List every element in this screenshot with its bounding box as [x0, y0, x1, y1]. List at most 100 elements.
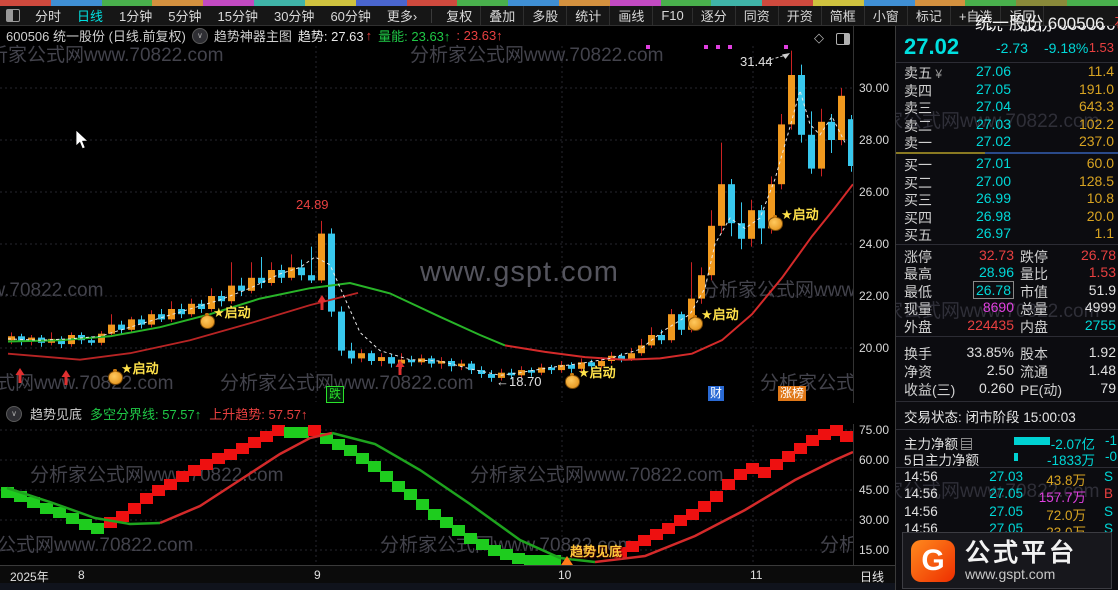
tab-1分钟[interactable]: 1分钟	[119, 9, 153, 24]
menu-item-F10[interactable]: F10	[653, 8, 693, 23]
window-tab-strip[interactable]	[406, 0, 458, 6]
diamond-icon[interactable]: ◇	[814, 30, 824, 45]
menu-item-标记[interactable]: 标记	[908, 6, 951, 25]
trend-bottom-triangle-icon	[561, 556, 573, 565]
window-tab-strip[interactable]	[50, 0, 102, 6]
sell-label: 卖三	[904, 100, 932, 117]
tab-更多›[interactable]: 更多›	[386, 9, 418, 24]
main-chart-header: 600506 统一股份 (日线.前复权) ∨ 趋势神器主图 趋势: 27.63 …	[0, 25, 895, 46]
window-tab-strip[interactable]	[508, 0, 559, 6]
window-tab-strip[interactable]	[914, 0, 966, 6]
moneybag-icon	[768, 215, 783, 231]
menu-item-多股[interactable]: 多股	[524, 6, 568, 25]
indicator-tick-label: 15.00	[859, 543, 890, 557]
chevron-down-icon[interactable]: ∨	[6, 405, 22, 422]
menu-item-逐分[interactable]: 逐分	[693, 6, 736, 25]
window-tab-strip[interactable]	[101, 0, 153, 6]
qidong-signal-label: ★启动	[121, 361, 159, 376]
doc-icon[interactable]	[961, 438, 972, 450]
price-annotation: ←18.70	[496, 374, 542, 389]
window-tab-strip[interactable]	[254, 0, 305, 6]
tick-side: B	[1103, 486, 1113, 502]
window-tab-strip[interactable]	[863, 0, 915, 6]
window-tab-strip[interactable]	[762, 0, 813, 6]
flow-value: -2.07亿	[1050, 437, 1095, 452]
stat-label: 外盘	[904, 318, 932, 335]
menu-separator	[431, 8, 433, 23]
menu-item-画线[interactable]: 画线	[610, 6, 654, 25]
tick-price: 27.05	[989, 503, 1023, 519]
buy-row: 买二 27.00 128.5	[896, 173, 1118, 191]
window-tab-strip[interactable]	[304, 0, 356, 6]
sub-indicator-name[interactable]: 趋势见底	[30, 407, 83, 422]
buy-label: 买二	[904, 174, 932, 191]
panel-divider	[896, 336, 1118, 337]
menu-item-统计[interactable]: 统计	[567, 6, 611, 25]
tab-15分钟[interactable]: 15分钟	[217, 9, 258, 24]
stat-label: 换手	[904, 346, 932, 362]
tick-row: 14:56 27.05 72.0万 S	[896, 503, 1118, 523]
window-tab-strip[interactable]	[355, 0, 407, 6]
menu-item-+自选[interactable]: +自选	[951, 6, 1002, 25]
stat-label: 流通	[1020, 364, 1048, 380]
stat-label: 净资	[904, 364, 932, 380]
buy-row: 买一 27.01 60.0	[896, 155, 1118, 173]
uptrend-value: 上升趋势: 57.57↑	[209, 407, 308, 422]
window-tab-strip[interactable]	[1016, 0, 1068, 6]
window-tab-strip[interactable]	[152, 0, 204, 6]
watermark-text: 分析家公式网www.70822.com	[0, 373, 174, 394]
flow-row: 主力净额 -2.07亿 -1	[896, 433, 1118, 452]
indicator-tick-label: 75.00	[859, 423, 890, 437]
window-tab-strip[interactable]	[0, 0, 51, 6]
window-tab-strip[interactable]	[203, 0, 255, 6]
stat-label: 市值	[1020, 283, 1048, 300]
stat-value: 1.92	[1088, 344, 1116, 360]
stat-value: 33.85%	[966, 344, 1014, 360]
window-tab-strip[interactable]	[457, 0, 509, 6]
price-tick-label: 30.00	[859, 81, 890, 95]
qidong-signal-label: ★启动	[213, 305, 251, 320]
stat-value: 0.260	[978, 380, 1014, 396]
sell-volume: 191.0	[1078, 80, 1114, 97]
panel-toggle-icon[interactable]	[836, 33, 850, 45]
chevron-down-icon[interactable]: ∨	[191, 27, 208, 44]
menu-item-复权[interactable]: 复权	[438, 6, 482, 25]
price-tick-label: 26.00	[859, 185, 890, 199]
window-tab-strip[interactable]	[711, 0, 763, 6]
sell-price: 27.02	[975, 133, 1011, 150]
window-tab-strip[interactable]	[558, 0, 610, 6]
menu-item-小窗[interactable]: 小窗	[865, 6, 908, 25]
tab-5分钟[interactable]: 5分钟	[168, 9, 202, 24]
window-icon[interactable]	[6, 9, 20, 22]
tab-分时[interactable]: 分时	[35, 9, 62, 24]
tab-30分钟[interactable]: 30分钟	[273, 9, 315, 24]
window-tab-strip[interactable]	[660, 0, 712, 6]
price-tick-label: 22.00	[859, 289, 890, 303]
menu-item-开资[interactable]: 开资	[779, 6, 822, 25]
flow-label: 5日主力净额	[904, 453, 980, 468]
chart-annotations: 24.89 31.44 ←18.70 ★启动 ★启动 ★启动 ★启动 ★启动跌 财 涨榜 趋势见底	[108, 54, 819, 565]
stat-value: 26.78	[1080, 247, 1116, 263]
window-tab-strip[interactable]	[609, 0, 661, 6]
period-label: 日线	[860, 570, 885, 584]
stat-label: PE(动)	[1020, 382, 1062, 398]
menu-item-叠加[interactable]: 叠加	[481, 6, 525, 25]
buy-volume: 1.1	[1094, 225, 1114, 242]
menu-item-同资[interactable]: 同资	[736, 6, 779, 25]
x-axis-label: 2025年	[10, 570, 49, 584]
price-tick-label: 28.00	[859, 133, 890, 147]
gspt-logo[interactable]: G 公式平台 www.gspt.com	[902, 532, 1112, 589]
x-axis[interactable]: 日线 2025年 8 9 10 11	[0, 565, 895, 584]
stat-value: 32.73	[978, 247, 1014, 263]
window-tab-strip[interactable]	[813, 0, 864, 6]
menu-item-简框[interactable]: 简框	[822, 6, 865, 25]
window-tab-strip[interactable]	[1067, 0, 1118, 6]
tab-日线[interactable]: 日线	[77, 9, 104, 24]
menu-item-返回[interactable]: 返回	[1001, 6, 1045, 25]
watermark-text: 分析家公式网www.70822.com	[470, 465, 724, 486]
indicator-name[interactable]: 趋势神器主图	[213, 29, 292, 44]
window-tab-strip[interactable]	[965, 0, 1017, 6]
tab-60分钟[interactable]: 60分钟	[330, 9, 371, 24]
